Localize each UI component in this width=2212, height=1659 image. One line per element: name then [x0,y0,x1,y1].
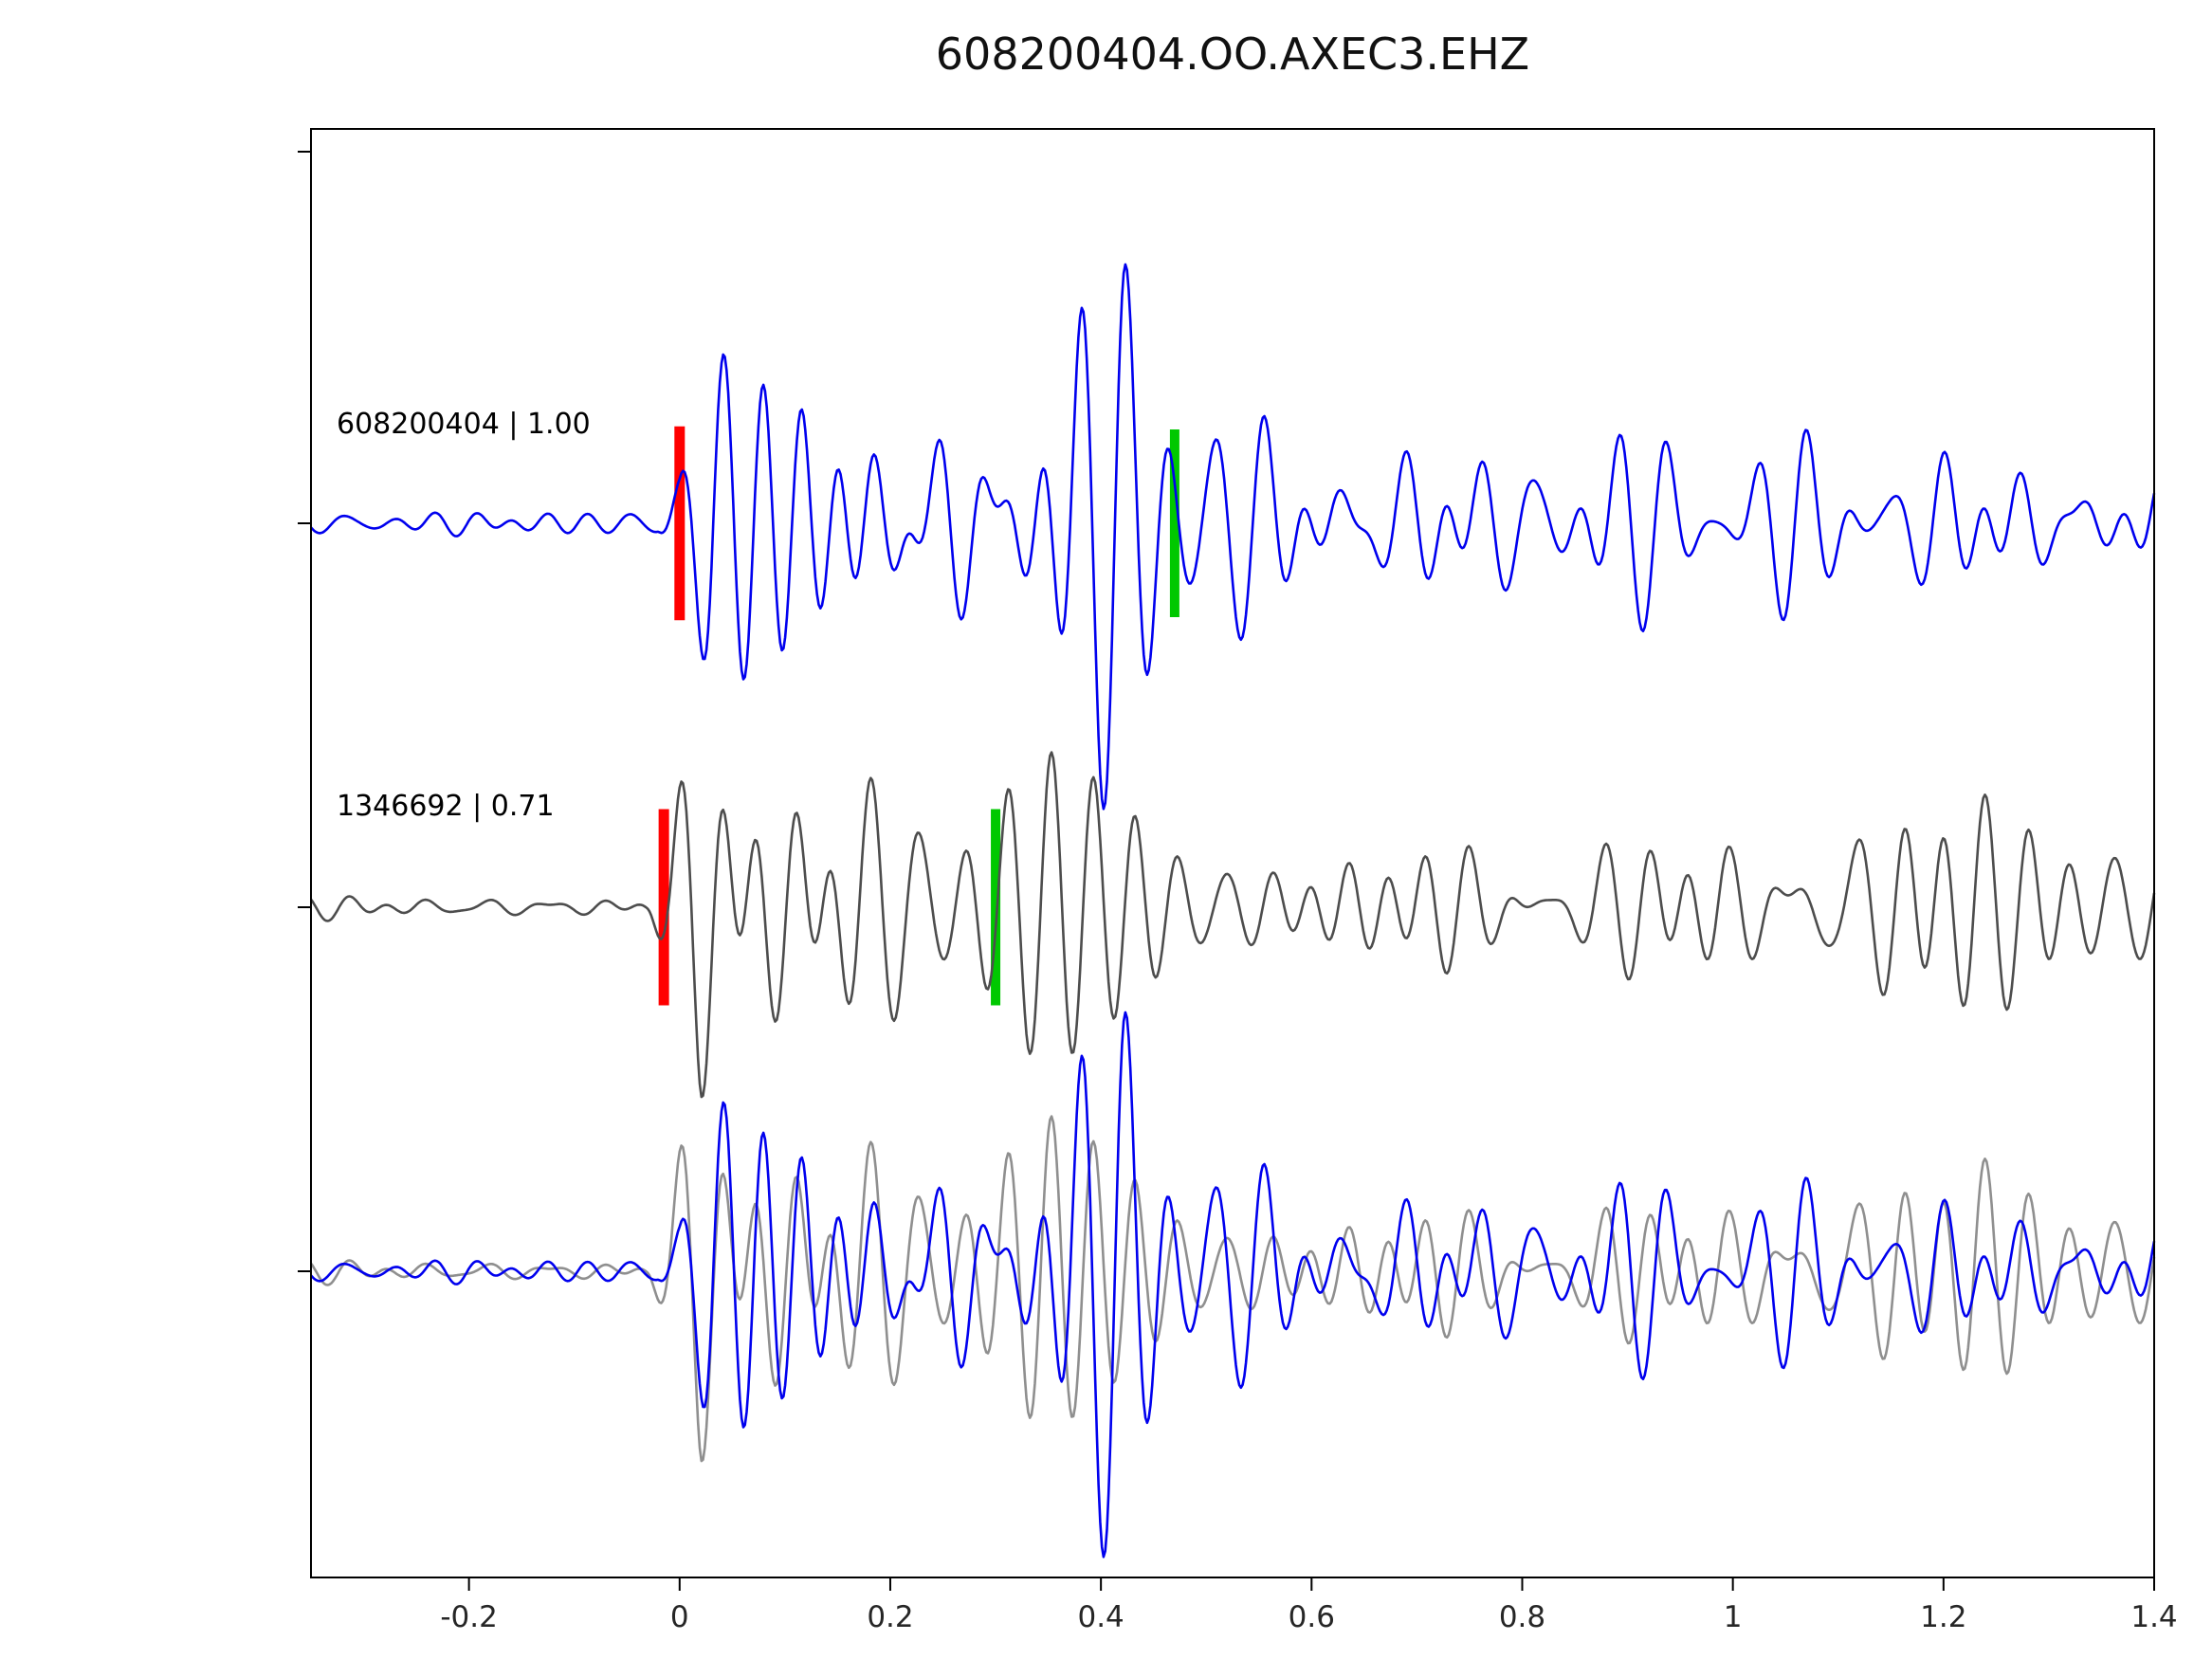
x-tick-label: 0.6 [1289,1600,1335,1634]
template-waveform [310,263,2156,811]
x-tick-label: 0 [670,1600,689,1634]
detection-waveform [309,751,2156,1099]
overlay-template-waveform [310,1011,2156,1559]
plot-title: 608200404.OO.AXEC3.EHZ [935,28,1530,80]
plot-border [310,128,2155,1578]
x-tick-label: 0.2 [867,1600,913,1634]
x-tick-label: 0.4 [1077,1600,1124,1634]
x-tick-label: 1.2 [1920,1600,1966,1634]
x-tick-label: 0.8 [1499,1600,1545,1634]
trace-label-template: 608200404 | 1.00 [337,408,591,441]
x-tick-label: 1.4 [2130,1600,2177,1634]
overlay-detection-waveform [309,1115,2156,1463]
x-tick-label: -0.2 [440,1600,498,1634]
trace-label-detection: 1346692 | 0.71 [337,790,555,823]
x-tick-label: 1 [1724,1600,1743,1634]
